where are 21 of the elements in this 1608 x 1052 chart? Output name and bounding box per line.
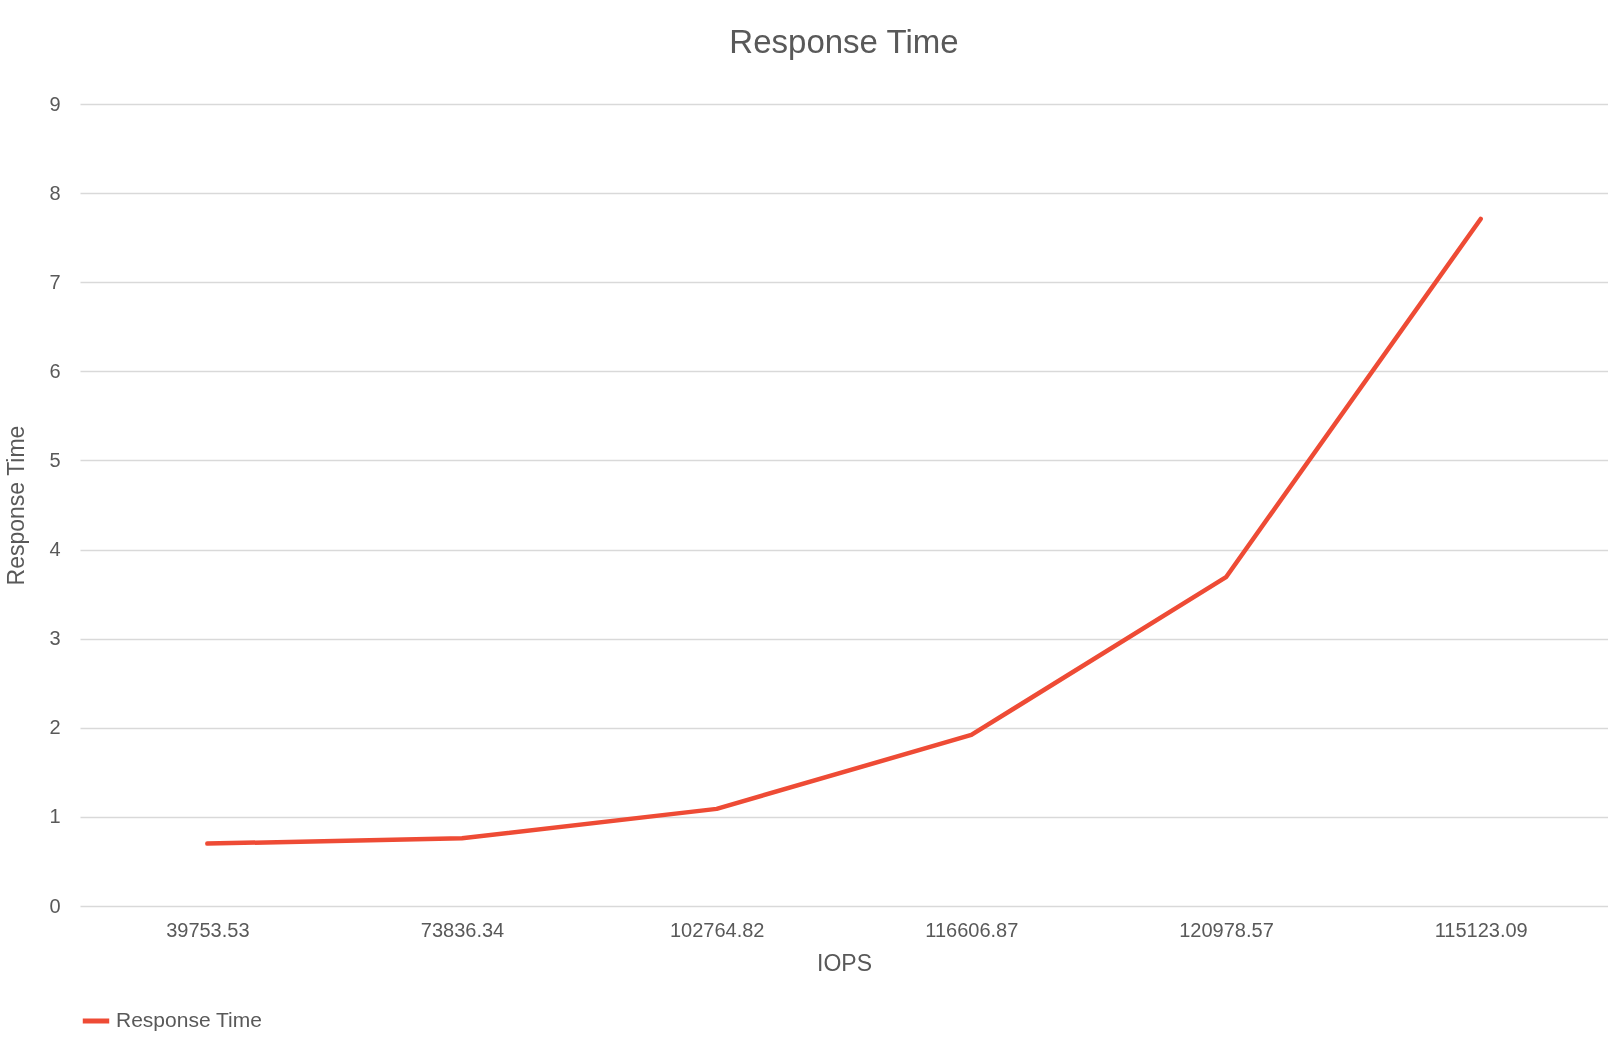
x-tick-label: 102764.82 xyxy=(669,918,765,941)
line-series xyxy=(205,216,1483,846)
x-axis-title: IOPS xyxy=(817,949,872,976)
y-tick-label: 6 xyxy=(49,359,61,382)
y-tick-label: 8 xyxy=(49,181,61,204)
y-tick-label: 0 xyxy=(49,894,61,917)
legend-label: Response Time xyxy=(116,1008,262,1031)
y-tick-label: 9 xyxy=(49,92,61,115)
y-tick-label: 3 xyxy=(49,627,61,650)
y-tick-label: 2 xyxy=(49,716,61,739)
y-axis-title: Response Time xyxy=(3,425,30,586)
x-tick-label: 39753.53 xyxy=(166,918,250,941)
chart-title: Response Time xyxy=(729,23,959,60)
y-tick-label: 1 xyxy=(49,805,61,828)
x-tick-label: 120978.57 xyxy=(1179,918,1274,941)
x-tick-label: 115123.09 xyxy=(1434,918,1528,941)
y-tick-label: 7 xyxy=(49,270,61,293)
x-tick-label: 73836.34 xyxy=(420,918,505,941)
y-tick-label: 4 xyxy=(49,538,61,561)
x-tick-label: 116606.87 xyxy=(925,918,1019,941)
y-tick-label: 5 xyxy=(49,448,61,471)
